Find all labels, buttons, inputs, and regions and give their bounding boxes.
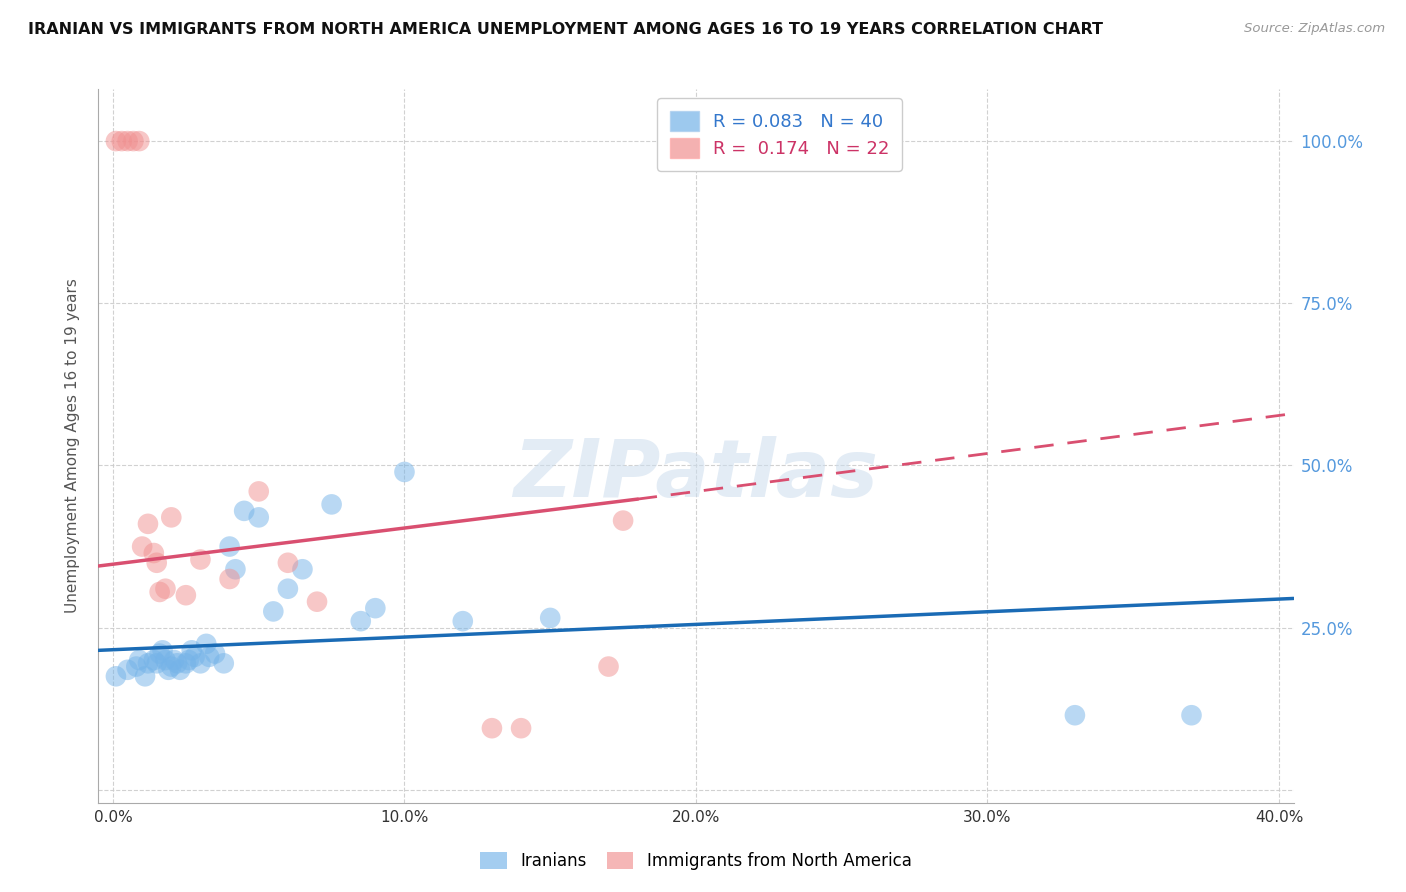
- Point: [149, 647, 172, 661]
- Point: [190, 657, 212, 671]
- Point: [247, 510, 270, 524]
- Point: [152, 643, 174, 657]
- Point: [1180, 708, 1202, 723]
- Point: [262, 604, 284, 618]
- Point: [481, 721, 503, 735]
- Point: [128, 134, 150, 148]
- Point: [598, 659, 620, 673]
- Point: [247, 484, 270, 499]
- Point: [350, 614, 373, 628]
- Point: [218, 540, 240, 554]
- Point: [122, 134, 145, 148]
- Point: [305, 595, 328, 609]
- Point: [612, 514, 634, 528]
- Text: IRANIAN VS IMMIGRANTS FROM NORTH AMERICA UNEMPLOYMENT AMONG AGES 16 TO 19 YEARS : IRANIAN VS IMMIGRANTS FROM NORTH AMERICA…: [28, 22, 1104, 37]
- Point: [169, 663, 191, 677]
- Point: [111, 134, 134, 148]
- Point: [160, 510, 183, 524]
- Point: [538, 611, 561, 625]
- Point: [174, 657, 197, 671]
- Point: [160, 659, 183, 673]
- Point: [136, 516, 159, 531]
- Point: [157, 663, 180, 677]
- Point: [394, 465, 416, 479]
- Point: [233, 504, 256, 518]
- Text: Source: ZipAtlas.com: Source: ZipAtlas.com: [1244, 22, 1385, 36]
- Point: [131, 540, 153, 554]
- Point: [125, 659, 148, 673]
- Legend: Iranians, Immigrants from North America: Iranians, Immigrants from North America: [474, 845, 918, 877]
- Point: [145, 556, 167, 570]
- Point: [277, 556, 299, 570]
- Point: [145, 657, 167, 671]
- Point: [180, 643, 202, 657]
- Point: [136, 657, 159, 671]
- Point: [104, 669, 127, 683]
- Point: [212, 657, 235, 671]
- Point: [321, 497, 343, 511]
- Point: [134, 669, 156, 683]
- Point: [291, 562, 314, 576]
- Point: [163, 653, 186, 667]
- Point: [117, 134, 139, 148]
- Point: [204, 647, 226, 661]
- Point: [104, 134, 127, 148]
- Point: [166, 657, 188, 671]
- Point: [218, 572, 240, 586]
- Point: [364, 601, 387, 615]
- Y-axis label: Unemployment Among Ages 16 to 19 years: Unemployment Among Ages 16 to 19 years: [65, 278, 80, 614]
- Point: [195, 637, 218, 651]
- Point: [1064, 708, 1087, 723]
- Point: [190, 552, 212, 566]
- Point: [155, 582, 177, 596]
- Point: [224, 562, 246, 576]
- Point: [117, 663, 139, 677]
- Point: [451, 614, 474, 628]
- Point: [183, 649, 205, 664]
- Text: ZIPatlas: ZIPatlas: [513, 435, 879, 514]
- Point: [149, 585, 172, 599]
- Point: [198, 649, 221, 664]
- Point: [177, 653, 200, 667]
- Point: [128, 653, 150, 667]
- Point: [155, 653, 177, 667]
- Point: [142, 546, 165, 560]
- Point: [142, 653, 165, 667]
- Point: [510, 721, 533, 735]
- Point: [174, 588, 197, 602]
- Point: [277, 582, 299, 596]
